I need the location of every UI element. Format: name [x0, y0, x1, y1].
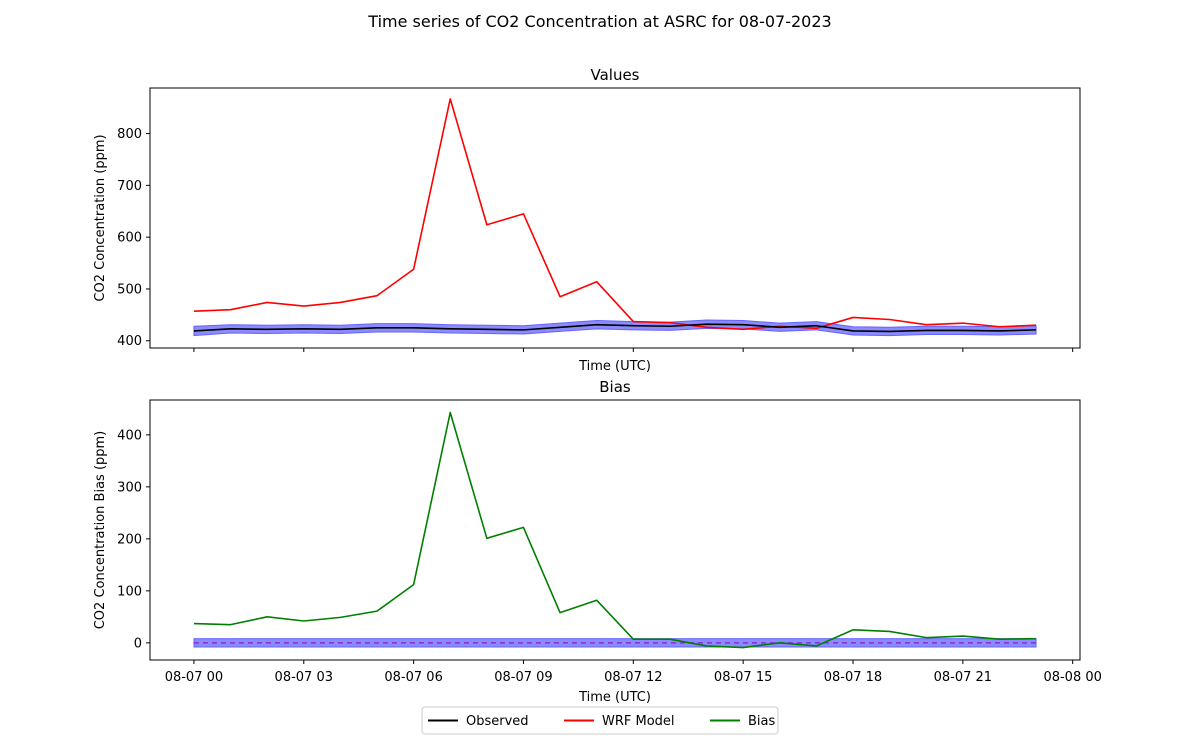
y-tick-label: 200: [117, 532, 142, 547]
y-tick-label: 600: [117, 231, 142, 246]
axes-title: Values: [590, 66, 639, 84]
observed-uncertainty-band: [193, 319, 1037, 337]
x-axis-label: Time (UTC): [578, 359, 651, 374]
y-tick-label: 800: [117, 127, 142, 142]
legend-entry: WRF Model: [564, 714, 675, 729]
y-tick-label: 400: [117, 334, 142, 349]
bias-line: [193, 411, 1037, 649]
legend-entry: Observed: [428, 714, 529, 729]
x-tick-label: 08-07 15: [714, 670, 772, 685]
y-tick-label: 700: [117, 179, 142, 194]
y-tick-label: 300: [117, 480, 142, 495]
wrf-model-line: [193, 98, 1037, 331]
x-tick-label: 08-07 12: [604, 670, 662, 685]
legend: Observed WRF Model Bias: [421, 706, 779, 735]
y-tick-label: 500: [117, 282, 142, 297]
figure-suptitle: Time series of CO2 Concentration at ASRC…: [367, 12, 831, 31]
axes-frame: [149, 87, 1081, 349]
y-axis-label: CO2 Concentration (ppm): [93, 134, 108, 301]
x-tick-label: 08-08 00: [1043, 670, 1101, 685]
x-axis-label: Time (UTC): [578, 690, 651, 705]
legend-label: Observed: [466, 714, 529, 729]
plot-area: [193, 411, 1037, 649]
x-tick-label: 08-07 00: [165, 670, 223, 685]
observed-line: [193, 323, 1037, 333]
x-tick-label: 08-07 09: [494, 670, 552, 685]
y-axis-label: CO2 Concentration Bias (ppm): [93, 431, 108, 630]
x-tick-label: 08-07 18: [824, 670, 882, 685]
legend-box: [421, 706, 779, 735]
y-tick-label: 400: [117, 428, 142, 443]
plot-area: [193, 98, 1037, 337]
y-tick-label: 0: [134, 636, 142, 651]
legend-label: Bias: [748, 714, 775, 729]
bias-axes: Bias CO2 Concentration Bias (ppm) Time (UT…: [93, 378, 1102, 705]
axes-frame: [149, 399, 1081, 661]
y-tick-label: 100: [117, 584, 142, 599]
values-axes: Values CO2 Concentration (ppm) Time (UTC) 4…: [93, 66, 1081, 374]
legend-label: WRF Model: [602, 714, 675, 729]
legend-entry: Bias: [710, 714, 775, 729]
axes-title: Bias: [599, 378, 631, 396]
x-tick-label: 08-07 03: [275, 670, 333, 685]
x-tick-label: 08-07 21: [934, 670, 992, 685]
x-tick-label: 08-07 06: [384, 670, 442, 685]
